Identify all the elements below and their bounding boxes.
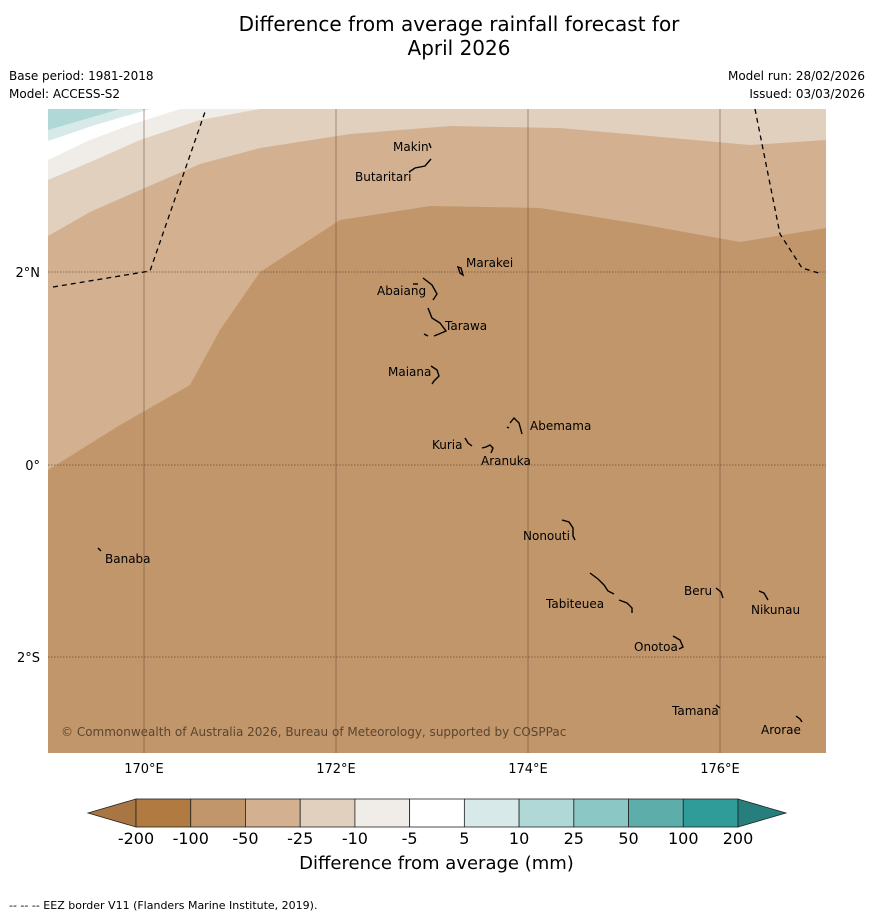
latitude-tick-labels: 2°N 0° 2°S: [16, 266, 41, 666]
colorbar-segment: [409, 798, 465, 828]
nonouti-outline: [561, 519, 576, 541]
onotoa-outline: [672, 635, 684, 650]
label-aranuka: Aranuka: [481, 454, 531, 468]
colorbar-tick-label: -25: [287, 829, 313, 848]
colorbar-segment: [573, 798, 629, 828]
copyright-notice: © Commonwealth of Australia 2026, Bureau…: [61, 725, 566, 739]
eez-footnote: -- -- -- EEZ border V11 (Flanders Marine…: [9, 899, 318, 912]
label-abaiang: Abaiang: [377, 284, 426, 298]
lat-label-0: 0°: [25, 459, 40, 474]
kuria-outline: [464, 437, 473, 447]
abemama-outline: [509, 416, 523, 435]
colorbar-segment: [354, 798, 411, 828]
issued-date: Issued: 03/03/2026: [749, 87, 865, 101]
label-marakei: Marakei: [466, 256, 513, 270]
nikunau-outline: [758, 590, 769, 601]
model-name: Model: ACCESS-S2: [9, 87, 121, 101]
colorbar-title: Difference from average (mm): [299, 853, 574, 874]
band-minus-50: [48, 109, 826, 470]
map-title: Difference from average rainfall forecas…: [0, 12, 873, 60]
lon-label-174: 174°E: [508, 762, 548, 777]
colorbar-tick-label: 25: [564, 829, 584, 848]
tabiteuea-south-outline: [618, 599, 633, 613]
label-tarawa: Tarawa: [444, 319, 487, 333]
label-tamana: Tamana: [671, 704, 719, 718]
lat-label-2s: 2°S: [17, 651, 40, 666]
rainfall-shading: [48, 109, 826, 753]
maiana-outline: [430, 365, 440, 385]
label-arorae: Arorae: [761, 723, 801, 737]
model-run: Model run: 28/02/2026: [727, 69, 865, 83]
colorbar-tick-label: 200: [723, 829, 754, 848]
aranuka-outline: [481, 444, 494, 454]
arorae-outline: [795, 715, 803, 723]
colorbar-tick-label: -100: [173, 829, 209, 848]
colorbar-extension-high: [737, 798, 788, 828]
latitude-lines: [48, 271, 826, 658]
longitude-tick-labels: 170°E 172°E 174°E 176°E: [124, 762, 740, 777]
colorbar-segment: [190, 798, 246, 828]
tamana-outline: [715, 704, 721, 709]
tarawa-islet: [423, 333, 429, 337]
colorbar-segment: [463, 798, 520, 828]
colorbar-tick-labels: -200 -100 -50 -25 -10 -5 5 10 25 50 100 200: [118, 829, 753, 848]
eez-border-east: [754, 109, 823, 275]
label-butaritari: Butaritari: [355, 170, 412, 184]
colorbar-tick-label: 50: [618, 829, 638, 848]
graticule: [143, 109, 721, 753]
lon-label-172: 172°E: [316, 762, 356, 777]
colorbar-segment: [245, 798, 301, 828]
label-maiana: Maiana: [388, 365, 431, 379]
banaba-outline: [97, 547, 102, 552]
abemama-islet: [506, 426, 510, 429]
label-nonouti: Nonouti: [523, 529, 570, 543]
meta-left: Base period: 1981-2018 Model: ACCESS-S2: [9, 67, 154, 103]
lon-label-176: 176°E: [700, 762, 740, 777]
meta-right: Model run: 28/02/2026 Issued: 03/03/2026: [728, 67, 865, 103]
label-banaba: Banaba: [105, 552, 151, 566]
colorbar-tick-label: -50: [232, 829, 258, 848]
colorbar-tick-label: -5: [402, 829, 418, 848]
marakei-outline: [456, 265, 465, 277]
colorbar-segment: [682, 798, 739, 828]
label-abemama: Abemama: [530, 419, 591, 433]
colorbar-tick-label: -200: [118, 829, 154, 848]
butaritari-outline: [408, 158, 432, 173]
tabiteuea-north-outline: [589, 572, 615, 595]
label-kuria: Kuria: [432, 438, 463, 452]
colorbar-segment: [135, 798, 192, 828]
beru-outline: [715, 587, 724, 599]
island-outlines: [97, 142, 803, 723]
place-labels: Makin Butaritari Marakei Abaiang Tarawa …: [105, 140, 801, 737]
colorbar-extension-low: [86, 798, 137, 828]
abaiang-outline: [422, 277, 438, 301]
lon-label-170: 170°E: [124, 762, 164, 777]
band-plus-25: [48, 109, 120, 130]
colorbar: [86, 798, 788, 828]
label-beru: Beru: [684, 584, 712, 598]
lat-label-2n: 2°N: [16, 266, 41, 281]
tarawa-outline: [427, 307, 448, 337]
colorbar-segment: [518, 798, 575, 828]
colorbar-tick-label: 10: [509, 829, 529, 848]
title-line-1: Difference from average rainfall forecas…: [238, 12, 680, 36]
title-line-2: April 2026: [407, 36, 511, 60]
label-tabiteuea: Tabiteuea: [545, 597, 604, 611]
makin-outline: [428, 142, 432, 149]
colorbar-segment: [299, 798, 356, 828]
colorbar-tick-label: 5: [459, 829, 469, 848]
colorbar-tick-label: -10: [342, 829, 368, 848]
base-period: Base period: 1981-2018: [9, 69, 154, 83]
label-makin: Makin: [393, 140, 429, 154]
label-nikunau: Nikunau: [751, 603, 800, 617]
colorbar-segment: [628, 798, 684, 828]
colorbar-tick-label: 100: [668, 829, 699, 848]
eez-border: [52, 109, 823, 288]
label-onotoa: Onotoa: [634, 640, 678, 654]
band-minus-25: [48, 109, 826, 236]
